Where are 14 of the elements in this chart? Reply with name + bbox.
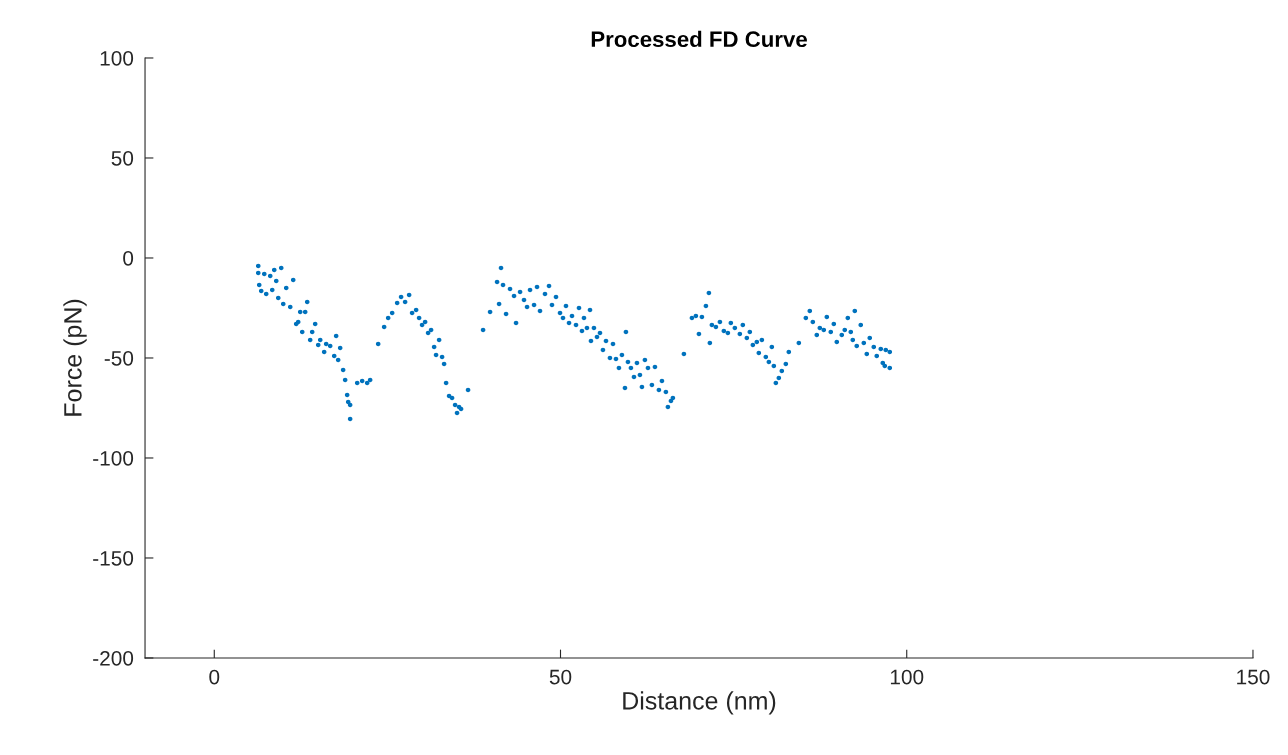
y-tick-label: 100: [100, 50, 134, 66]
x-tick-label: 50: [549, 669, 572, 685]
y-tick-label: -150: [93, 550, 134, 566]
chart-title: Processed FD Curve: [591, 30, 807, 48]
y-tick-label: -100: [93, 450, 134, 466]
x-tick-label: 150: [1237, 669, 1270, 685]
y-tick-label: 50: [111, 150, 134, 166]
y-tick-label: -50: [104, 350, 134, 366]
x-axis-title: Distance (nm): [623, 691, 776, 715]
x-tick-label: 100: [890, 669, 924, 685]
y-tick-label: 0: [123, 250, 134, 266]
y-tick-label: -200: [93, 650, 134, 666]
x-tick-label: 0: [209, 669, 220, 685]
y-axis-title: Force (pN): [63, 299, 87, 416]
